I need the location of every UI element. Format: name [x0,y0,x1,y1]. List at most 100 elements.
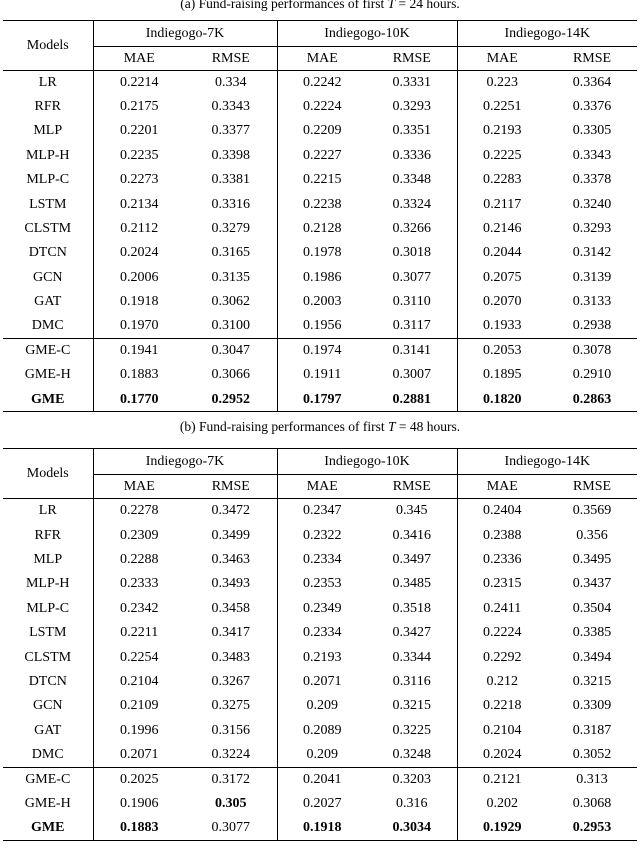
mae-value: 0.2388 [456,523,548,548]
mae-value: 0.1933 [456,314,548,339]
rmse-value: 0.3116 [392,673,431,689]
rmse-value: 0.3343 [572,147,612,163]
mae-value: 0.2071 [92,742,185,768]
mae-value: 0.1918 [92,290,185,315]
mae-value: 0.2044 [456,241,548,266]
group-header-indiegogo-7k: Indiegogo-7K [92,20,278,47]
table-row: DMC 0.1970 0.3100 0.1956 0.3117 0.1933 0.2938 [3,314,637,339]
model-name: DTCN [28,673,67,689]
mae-value: 0.2235 [92,143,185,169]
mae-value: 0.2251 [456,94,548,120]
mae-value: 0.1883 [92,363,185,388]
rmse-value: 0.3483 [211,649,251,665]
mae-header: MAE [92,46,185,71]
mae-value: 0.2193 [456,119,548,144]
mae-value: 0.1911 [276,363,368,388]
mae-value: 0.2411 [456,596,548,621]
mae-value: 0.2041 [276,766,368,792]
caption-a-text: (a) Fund-raising performances of first [180,0,388,11]
model-name: LR [38,74,57,90]
mae-value: 0.2347 [276,498,368,524]
rmse-value: 0.3309 [572,698,612,714]
table-row: GME-C 0.2025 0.3172 0.2041 0.3203 0.2121 0.313 [3,766,638,792]
mae-value: 0.2254 [92,645,185,670]
rmse-value: 0.3499 [211,527,251,543]
metric-header-row: MAE RMSE MAE RMSE MAE RMSE [3,46,638,71]
rmse-value: 0.3034 [392,819,432,835]
mae-value: 0.2288 [92,547,185,573]
mae-value: 0.209 [276,694,368,719]
rmse-value: 0.3494 [572,649,612,665]
rmse-value: 0.3504 [572,600,612,616]
rmse-value: 0.3493 [211,576,251,592]
table-row: LSTM 0.2134 0.3316 0.2238 0.3324 0.2117 0.3240 [3,192,637,217]
mae-value: 0.2342 [92,596,185,621]
rmse-value: 0.3344 [392,649,432,665]
rmse-value: 0.3172 [185,766,278,792]
table-row: GCN 0.2006 0.3135 0.1986 0.3077 0.2075 0.3139 [3,265,637,291]
rmse-value: 0.3141 [367,338,458,364]
model-name: GME-C [3,338,93,364]
rmse-value: 0.3348 [392,172,432,188]
table-row: MLP-H 0.2333 0.3493 0.2353 0.3485 0.2315 0.343… [3,572,637,597]
mae-value: 0.2053 [456,338,548,364]
rmse-value: 0.3398 [211,147,251,163]
model-name: GME [31,819,65,835]
table-row: LR 0.2278 0.3472 0.2347 0.345 0.2404 0.3569 [3,498,637,524]
table-row: MLP-C 0.2342 0.3458 0.2349 0.3518 0.2411 0.350… [3,596,637,621]
mae-value: 0.2218 [456,694,548,719]
rmse-value: 0.3417 [211,625,251,641]
table-row: CLSTM 0.2112 0.3279 0.2128 0.3266 0.2146 0.329… [3,216,637,242]
rmse-value: 0.3569 [572,503,612,519]
model-name: RFR [34,99,61,115]
rmse-value: 0.3472 [211,503,251,519]
rmse-value: 0.3068 [572,795,612,811]
mae-header: MAE [276,474,368,500]
rmse-value: 0.356 [576,527,608,543]
table-row: GME-C 0.1941 0.3047 0.1974 0.3141 0.2053 0.307… [3,338,638,364]
rmse-value: 0.3381 [211,172,251,188]
rmse-value: 0.3336 [392,147,432,163]
results-table-24h: Models Indiegogo-7K Indiegogo-10K Indieg… [3,20,638,413]
rmse-value: 0.3293 [392,99,432,115]
mae-value: 0.2117 [456,192,548,217]
rmse-value: 0.3364 [572,74,612,90]
table-row: LSTM 0.2211 0.3417 0.2334 0.3427 0.2224 0.3385 [3,620,637,646]
mae-value: 0.1770 [92,387,185,412]
model-name: MLP [33,123,63,139]
mae-header: MAE [92,474,185,500]
rmse-value: 0.3275 [211,698,251,714]
rmse-value: 0.316 [396,795,428,811]
mae-value: 0.2025 [92,766,185,792]
mae-value: 0.2238 [276,192,368,217]
mae-value: 0.2027 [276,791,368,817]
rmse-value: 0.305 [215,795,247,811]
rmse-value: 0.3142 [572,245,612,261]
mae-value: 0.2146 [456,216,548,242]
rmse-value: 0.3187 [572,722,612,738]
rmse-value: 0.3215 [392,698,432,714]
rmse-value: 0.3267 [211,673,251,689]
model-name: LSTM [29,625,67,641]
rmse-value: 0.3047 [185,338,278,364]
caption-a-suffix: = 24 hours. [395,0,460,11]
rmse-value: 0.2881 [392,391,432,407]
mae-value: 0.2006 [92,265,185,291]
model-name: GCN [32,269,63,285]
rmse-value: 0.3331 [392,74,432,90]
table-row: RFR 0.2175 0.3343 0.2224 0.3293 0.2251 0.3376 [3,94,637,120]
mae-value: 0.2283 [456,168,548,193]
mae-value: 0.2273 [92,168,185,193]
rmse-value: 0.3427 [392,625,432,641]
rmse-value: 0.3385 [572,625,612,641]
table-row: DTCN 0.2024 0.3165 0.1978 0.3018 0.2044 0.3142 [3,241,637,266]
table-row: RFR 0.2309 0.3499 0.2322 0.3416 0.2388 0.356 [3,523,637,548]
mae-value: 0.2242 [276,70,368,95]
mae-value: 0.2071 [276,669,368,695]
model-name: GME [31,391,65,407]
metric-header-row: MAE RMSE MAE RMSE MAE RMSE [3,474,638,500]
model-name: GME-C [3,766,93,792]
rmse-value: 0.3225 [392,722,432,738]
rmse-value: 0.3377 [211,123,251,139]
mae-value: 0.1895 [456,363,548,388]
